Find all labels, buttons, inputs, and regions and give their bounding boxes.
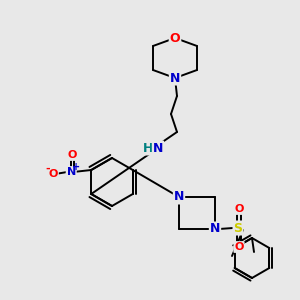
Text: O: O	[234, 242, 244, 252]
Text: +: +	[72, 162, 80, 172]
Text: N: N	[210, 223, 220, 236]
Text: O: O	[68, 150, 77, 160]
Text: N: N	[153, 142, 163, 154]
Text: O: O	[170, 32, 180, 44]
Text: O: O	[234, 204, 244, 214]
Text: N: N	[170, 71, 180, 85]
Text: O: O	[49, 169, 58, 179]
Text: N: N	[174, 190, 184, 203]
Text: N: N	[67, 167, 76, 177]
Text: S: S	[233, 221, 242, 235]
Text: -: -	[45, 164, 50, 174]
Text: H: H	[143, 142, 153, 154]
